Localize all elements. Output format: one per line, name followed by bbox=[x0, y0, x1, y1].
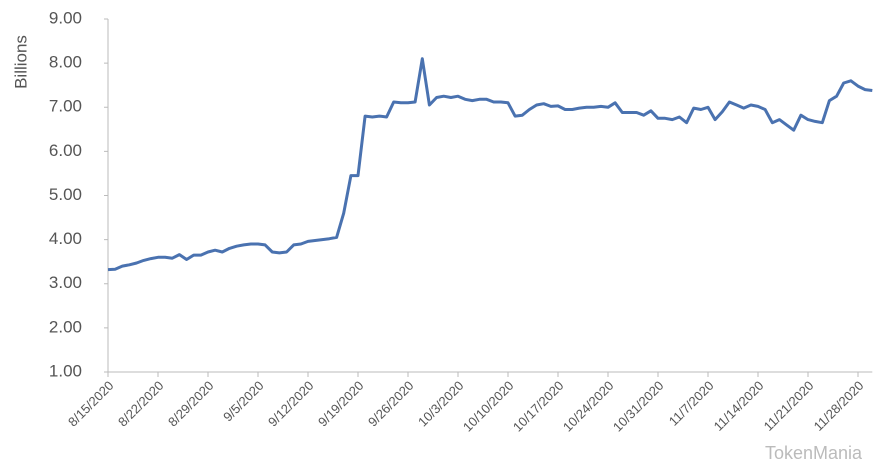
y-tick-label: 6.00 bbox=[49, 141, 82, 160]
watermark: TokenMania bbox=[765, 443, 863, 463]
y-tick-label: 1.00 bbox=[49, 361, 82, 380]
x-tick-label: 11/21/2020 bbox=[761, 378, 817, 434]
x-tick-label: 9/19/2020 bbox=[315, 378, 367, 430]
x-tick-label: 10/10/2020 bbox=[460, 378, 517, 435]
y-tick-label: 4.00 bbox=[49, 229, 82, 248]
y-tick-label: 3.00 bbox=[49, 273, 82, 292]
x-tick-label: 11/14/2020 bbox=[711, 378, 767, 434]
x-tick-label: 8/15/2020 bbox=[65, 378, 117, 430]
y-tick-label: 5.00 bbox=[49, 185, 82, 204]
x-tick-label: 10/24/2020 bbox=[560, 378, 617, 435]
x-tick-label: 11/7/2020 bbox=[666, 378, 717, 429]
x-tick-label: 8/29/2020 bbox=[165, 378, 217, 430]
x-tick-label: 9/12/2020 bbox=[265, 378, 317, 430]
x-tick-label: 10/3/2020 bbox=[415, 378, 467, 430]
data-line bbox=[107, 57, 873, 272]
x-tick-label: 9/26/2020 bbox=[365, 378, 417, 430]
x-tick-label: 8/22/2020 bbox=[115, 378, 167, 430]
x-tick-label: 10/31/2020 bbox=[610, 378, 667, 435]
x-tick-label: 9/5/2020 bbox=[220, 378, 266, 424]
x-tick-label: 10/17/2020 bbox=[510, 378, 567, 435]
y-axis-label: Billions bbox=[11, 35, 30, 89]
y-tick-label: 8.00 bbox=[49, 53, 82, 72]
y-tick-label: 7.00 bbox=[49, 97, 82, 116]
y-tick-label: 2.00 bbox=[49, 317, 82, 336]
x-tick-label: 11/28/2020 bbox=[811, 378, 867, 434]
y-tick-label: 9.00 bbox=[49, 8, 82, 27]
